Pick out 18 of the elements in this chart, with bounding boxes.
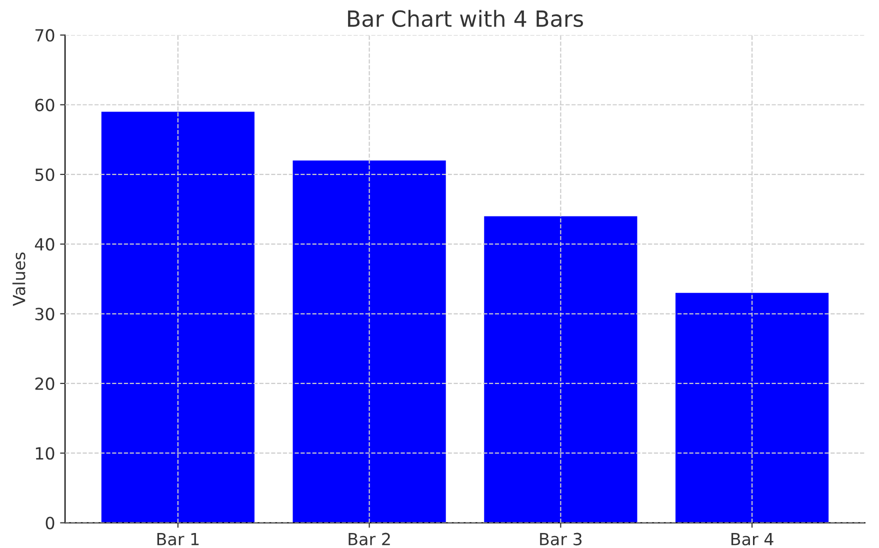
y-tick-label: 20 [35,377,54,390]
bar [292,160,446,523]
y-tick-label: 10 [36,447,54,460]
y-tick-label: 30 [35,308,54,320]
y-tick-label: 40 [34,238,54,251]
x-tick-label: Bar 4 [731,533,774,546]
x-tick-label: Bar 3 [540,532,582,546]
bar [101,112,254,523]
y-tick-label: 70 [35,29,54,42]
y-tick-label: 0 [46,516,54,530]
x-tick-label: Bar 1 [157,533,199,546]
x-tick-label: Bar 2 [348,532,390,546]
y-axis-title: Values [12,252,26,306]
bar [675,292,829,523]
bar [484,216,638,523]
chart-title: Bar Chart with 4 Bars [348,10,584,28]
y-tick-label: 50 [35,168,54,181]
y-tick-label: 60 [35,98,54,112]
